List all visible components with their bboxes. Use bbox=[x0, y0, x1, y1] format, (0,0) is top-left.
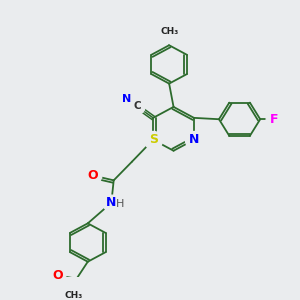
Text: O: O bbox=[87, 169, 98, 182]
Text: N: N bbox=[189, 133, 199, 146]
Text: CH₃: CH₃ bbox=[160, 27, 178, 36]
Text: H: H bbox=[116, 199, 124, 209]
Text: F: F bbox=[270, 113, 279, 126]
Text: N: N bbox=[122, 94, 131, 104]
Text: C: C bbox=[133, 101, 141, 111]
Text: N: N bbox=[106, 196, 116, 209]
Text: O: O bbox=[52, 269, 63, 282]
Text: CH₃: CH₃ bbox=[64, 291, 83, 300]
Text: S: S bbox=[149, 133, 158, 146]
